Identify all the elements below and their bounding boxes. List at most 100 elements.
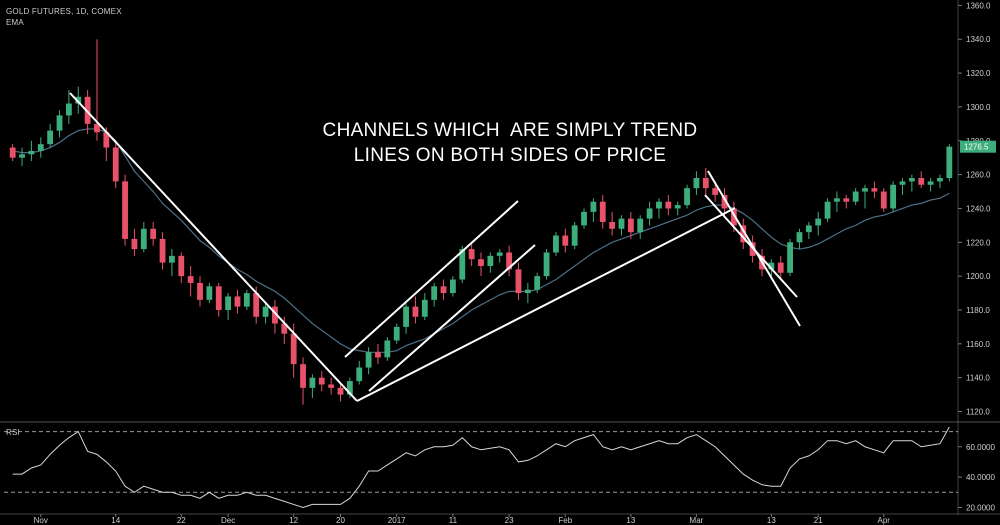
price-tick-label: 1300.0 [966, 103, 991, 112]
candle [515, 262, 522, 300]
candle-body [674, 205, 681, 209]
candle-body [393, 326, 400, 341]
rsi-tick-label: 40.0000 [966, 473, 995, 482]
time-tick-label: 13 [626, 516, 635, 525]
candle [468, 242, 475, 266]
candle-body [131, 238, 138, 250]
candle [946, 144, 953, 182]
candle [693, 171, 700, 195]
time-tick-label: 23 [505, 516, 514, 525]
candle-body [496, 252, 503, 256]
candle-body [562, 235, 569, 246]
candle-body [665, 201, 672, 209]
candle [908, 174, 915, 192]
candle [449, 276, 456, 297]
symbol-legend[interactable]: GOLD FUTURES, 1D, COMEX EMA [6, 7, 122, 27]
candle [534, 272, 541, 294]
candle-body [337, 387, 344, 395]
candle [178, 252, 185, 283]
candle-body [122, 181, 128, 239]
candle-body [318, 377, 325, 385]
candle [375, 343, 381, 365]
candle-body [431, 286, 438, 300]
candle-body [590, 201, 597, 212]
candle-body [112, 147, 119, 182]
candle-body [300, 364, 306, 388]
candle [721, 188, 728, 216]
candle [328, 377, 335, 395]
candle [440, 279, 447, 300]
last-price-badge [960, 140, 996, 153]
candle [206, 282, 213, 304]
candle [880, 188, 887, 212]
rsi-line [12, 426, 950, 508]
candle [159, 232, 166, 270]
time-tick-label: Nov [34, 516, 48, 525]
candle-body [28, 150, 35, 155]
rsi-axis[interactable]: 20.0000 40.0000 60.0000 [958, 443, 995, 513]
candle-body [599, 201, 606, 222]
candle [553, 232, 559, 256]
candle-body [37, 144, 44, 151]
candle-body [272, 306, 278, 324]
candle [131, 228, 138, 256]
rsi-label[interactable]: RSI [6, 428, 20, 437]
candle-body [515, 269, 522, 294]
candle-body [440, 286, 447, 294]
candle-body [627, 218, 634, 233]
candle-body [899, 181, 906, 185]
price-tick-label: 1160.0 [966, 340, 990, 349]
candle [65, 90, 72, 124]
candle-body [487, 255, 494, 266]
candle [637, 215, 644, 239]
candle-body [843, 198, 850, 202]
time-tick-label: 11 [449, 516, 458, 525]
candle-body [534, 276, 541, 290]
candle-body [309, 377, 316, 388]
candle [37, 137, 44, 158]
time-axis[interactable]: Nov 14 22 Dec 12 20 2017 11 23 Feb 13 Mar 13 21 Apr [34, 514, 891, 525]
candle [318, 370, 325, 392]
annotation-line-2: LINES ON BOTH SIDES OF PRICE [353, 145, 667, 166]
candle [496, 249, 503, 263]
candle-body [384, 340, 391, 358]
candle [421, 293, 428, 321]
candle-body [524, 289, 531, 294]
candle [927, 178, 934, 192]
price-tick-label: 1180.0 [966, 306, 990, 315]
candle-body [796, 232, 803, 243]
candle-body [421, 299, 428, 317]
candle [646, 201, 653, 226]
candle [169, 249, 175, 277]
candle-body [150, 228, 157, 239]
candle [684, 184, 690, 209]
candle-body [75, 96, 82, 104]
candle-body [140, 228, 147, 250]
candle-body [215, 286, 222, 310]
candle-body [815, 218, 822, 226]
candle-body [47, 130, 54, 145]
ema-line [12, 128, 950, 353]
candle-body [169, 255, 175, 263]
candle-body [609, 222, 616, 229]
candle [356, 360, 363, 385]
candlestick-series [9, 39, 953, 405]
rsi-pane [4, 426, 958, 508]
candle [309, 374, 316, 398]
candle-body [543, 252, 550, 277]
candle [609, 211, 616, 236]
candle [656, 198, 662, 219]
price-axis[interactable]: 1120.0 1140.0 1160.0 1180.0 1200.0 1220.0 1240… [958, 1, 996, 417]
last-price-label: 1276.5 [964, 143, 989, 152]
candle [150, 222, 157, 246]
candle-body [403, 306, 409, 327]
candle-body [862, 188, 868, 192]
candle [281, 316, 288, 344]
candle [627, 211, 634, 239]
candle-body [84, 96, 91, 124]
candle [506, 245, 513, 277]
candle [47, 123, 54, 148]
ema-indicator-label[interactable]: EMA [6, 18, 24, 27]
time-tick-label: Dec [221, 516, 235, 525]
